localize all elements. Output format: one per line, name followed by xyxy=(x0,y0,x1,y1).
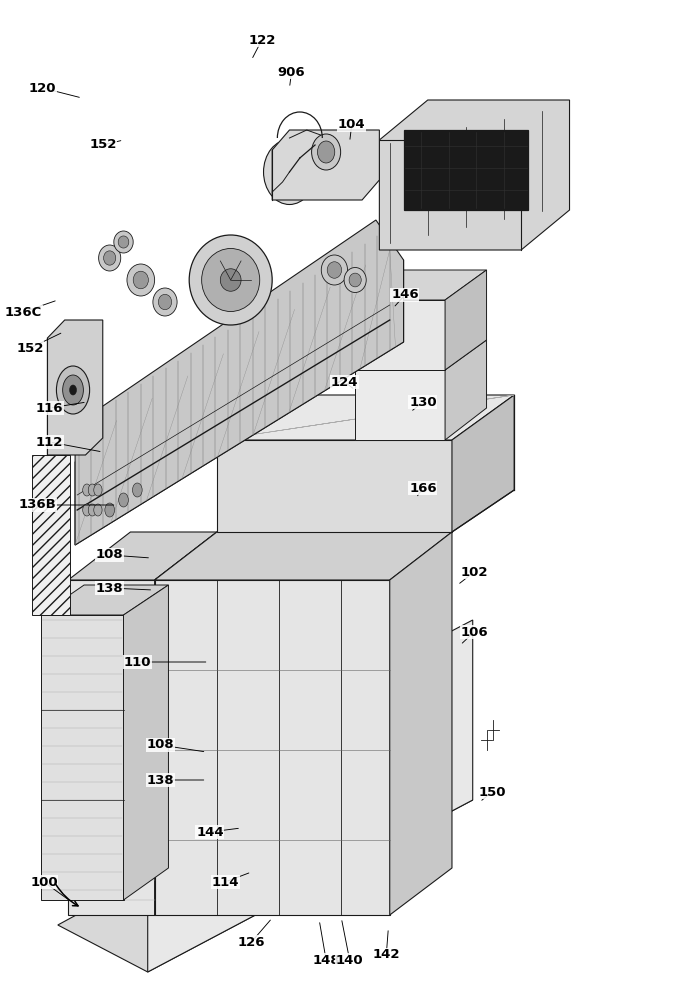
Ellipse shape xyxy=(62,375,83,405)
Polygon shape xyxy=(380,100,570,250)
Ellipse shape xyxy=(273,151,306,193)
Ellipse shape xyxy=(312,134,341,170)
Polygon shape xyxy=(390,532,452,915)
Text: 166: 166 xyxy=(409,482,437,494)
Ellipse shape xyxy=(99,245,121,271)
Circle shape xyxy=(83,504,91,516)
Text: 108: 108 xyxy=(96,548,124,562)
Ellipse shape xyxy=(189,235,272,325)
Polygon shape xyxy=(68,580,155,915)
Text: 136B: 136B xyxy=(18,498,56,512)
Polygon shape xyxy=(155,532,452,580)
Ellipse shape xyxy=(56,366,90,414)
Polygon shape xyxy=(47,320,103,455)
Polygon shape xyxy=(452,395,514,532)
Circle shape xyxy=(119,493,128,507)
Text: 142: 142 xyxy=(373,948,400,962)
Circle shape xyxy=(105,503,115,517)
Ellipse shape xyxy=(220,269,241,291)
Circle shape xyxy=(94,484,102,496)
Circle shape xyxy=(88,504,96,516)
Circle shape xyxy=(133,483,142,497)
Ellipse shape xyxy=(202,248,260,312)
Polygon shape xyxy=(155,532,217,915)
Circle shape xyxy=(94,504,102,516)
Polygon shape xyxy=(355,270,486,300)
Text: 146: 146 xyxy=(391,288,418,302)
Text: 110: 110 xyxy=(124,656,151,668)
Text: 152: 152 xyxy=(89,138,117,151)
Ellipse shape xyxy=(127,264,155,296)
Ellipse shape xyxy=(153,288,177,316)
Ellipse shape xyxy=(158,294,171,310)
Text: 150: 150 xyxy=(478,786,506,798)
Text: 906: 906 xyxy=(278,66,305,79)
Polygon shape xyxy=(217,395,514,440)
Polygon shape xyxy=(355,340,486,370)
Ellipse shape xyxy=(317,141,335,163)
Polygon shape xyxy=(68,532,217,580)
Polygon shape xyxy=(445,340,486,440)
Text: 152: 152 xyxy=(17,342,44,355)
Ellipse shape xyxy=(283,164,296,180)
Ellipse shape xyxy=(344,267,366,292)
Ellipse shape xyxy=(264,139,315,205)
Circle shape xyxy=(88,484,96,496)
Text: 104: 104 xyxy=(338,118,366,131)
Text: 140: 140 xyxy=(336,954,364,966)
Ellipse shape xyxy=(103,251,116,265)
Polygon shape xyxy=(355,370,445,440)
Text: 138: 138 xyxy=(146,774,174,786)
Ellipse shape xyxy=(118,236,129,248)
Text: 136C: 136C xyxy=(5,306,42,318)
Text: 122: 122 xyxy=(248,33,276,46)
Text: 100: 100 xyxy=(30,876,58,888)
Text: 120: 120 xyxy=(29,82,56,95)
Text: 144: 144 xyxy=(196,826,223,838)
Polygon shape xyxy=(75,300,404,545)
Polygon shape xyxy=(58,752,473,972)
Polygon shape xyxy=(272,130,380,200)
Circle shape xyxy=(83,484,91,496)
Polygon shape xyxy=(445,270,486,370)
Polygon shape xyxy=(31,455,70,615)
Polygon shape xyxy=(75,220,404,545)
Polygon shape xyxy=(404,130,528,210)
Ellipse shape xyxy=(349,273,362,287)
Ellipse shape xyxy=(69,385,76,395)
Ellipse shape xyxy=(327,262,341,278)
Ellipse shape xyxy=(133,271,149,289)
Text: 108: 108 xyxy=(146,738,174,752)
Text: 116: 116 xyxy=(36,401,63,414)
Ellipse shape xyxy=(321,255,348,285)
Text: 138: 138 xyxy=(96,582,124,594)
Text: 102: 102 xyxy=(460,566,488,578)
Text: 124: 124 xyxy=(331,375,359,388)
Ellipse shape xyxy=(114,231,133,253)
Text: 126: 126 xyxy=(237,936,265,948)
Text: 106: 106 xyxy=(460,626,488,639)
Polygon shape xyxy=(40,615,124,900)
Polygon shape xyxy=(124,585,169,900)
Polygon shape xyxy=(40,585,169,615)
Text: 148: 148 xyxy=(312,954,340,966)
Polygon shape xyxy=(155,580,390,915)
Polygon shape xyxy=(217,440,452,532)
Text: 130: 130 xyxy=(409,395,437,408)
Text: 114: 114 xyxy=(212,876,239,888)
Text: 112: 112 xyxy=(36,436,63,448)
Polygon shape xyxy=(148,620,473,972)
Polygon shape xyxy=(75,260,404,502)
Polygon shape xyxy=(355,300,445,370)
